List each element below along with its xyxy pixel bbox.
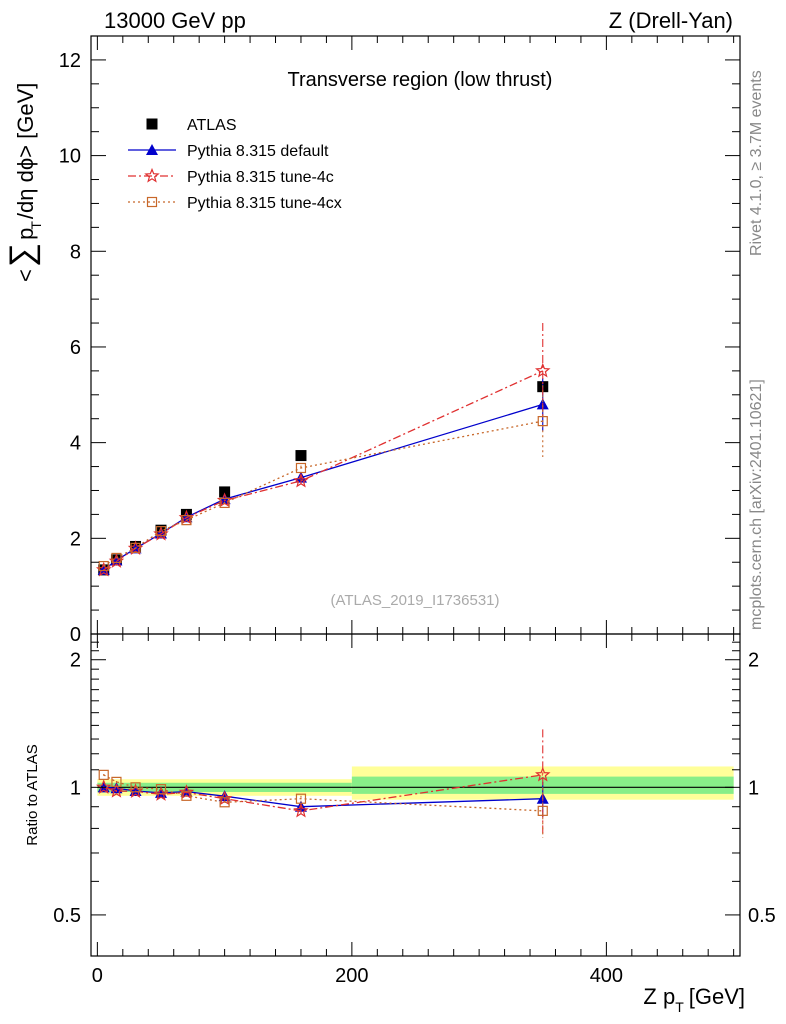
top-y-axis-label: <∑pT/dη dϕ> [GeV] [3, 83, 44, 282]
ratio-plot-frame [90, 633, 741, 957]
top-y-tick-label: 10 [59, 146, 81, 168]
top-point-tune4cx [130, 542, 141, 553]
legend: ATLAS Pythia 8.315 default Pythia 8.315 tu… [128, 117, 342, 212]
top-line-default [103, 403, 543, 571]
ratio-point-tune4cx [155, 784, 167, 795]
legend-marker-data [146, 118, 158, 130]
legend-item-tune4cx: Pythia 8.315 tune-4cx [128, 195, 342, 212]
top-y-tick-label: 0 [70, 624, 81, 646]
top-y-tick-label: 12 [59, 50, 81, 72]
ratio-y-axis-label: Ratio to ATLAS [24, 744, 41, 845]
top-point-data [295, 450, 307, 462]
x-tick-label: 200 [335, 965, 368, 987]
ratio-point-tune4c [95, 779, 112, 794]
ratio-plot-panel: 0.5 0.5 1 1 2 2 0 200 400 Ratio to ATLAS [24, 633, 776, 987]
top-line-tune4c [103, 370, 544, 571]
ratio-point-tune4cx [111, 776, 122, 787]
top-line-tune4cx [103, 420, 543, 567]
mcplots-credit-label: mcplots.cern.ch [arXiv:2401.10621] [748, 379, 765, 630]
top-y-tick-label: 2 [70, 528, 81, 550]
ratio-point-tune4cx [295, 793, 307, 804]
top-point-tune4c [534, 362, 551, 378]
ratio-y-tick-label: 1 [70, 777, 81, 799]
ratio-point-tune4cx [98, 769, 109, 780]
svg-text:<∑pT/dη dϕ> [GeV]: <∑pT/dη dϕ> [GeV] [3, 83, 44, 282]
ratio-series-tune4cx [98, 769, 548, 838]
top-point-tune4cx [537, 416, 548, 427]
x-tick-label: 0 [92, 965, 103, 987]
rivet-version-label: Rivet 4.1.0, ≥ 3.7M events [748, 70, 765, 256]
top-point-data [219, 486, 231, 498]
ratio-point-tune4cx [537, 805, 548, 816]
legend-marker-default [146, 144, 158, 155]
legend-label-default: Pythia 8.315 default [187, 143, 329, 160]
top-y-tick-label: 4 [70, 433, 81, 455]
legend-marker-tune4c [144, 167, 160, 183]
legend-label-data: ATLAS [187, 117, 237, 134]
top-point-tune4cx [295, 462, 307, 474]
header-left-label: 13000 GeV pp [104, 8, 246, 33]
legend-item-tune4c: Pythia 8.315 tune-4c [128, 167, 334, 186]
legend-item-default: Pythia 8.315 default [128, 143, 329, 160]
ratio-point-tune4c [293, 802, 309, 818]
legend-item-data: ATLAS [146, 117, 237, 134]
top-series-default [97, 378, 549, 575]
top-series-data [98, 381, 549, 576]
top-point-tune4c [293, 472, 309, 488]
legend-marker-tune4cx [146, 196, 158, 208]
ratio-y-tick-label: 0.5 [53, 905, 81, 927]
ratio-point-tune4c [534, 766, 551, 782]
main-plot-panel: 0 2 4 6 8 10 12 Transverse region (low thrust)… [59, 35, 741, 646]
top-series-tune4cx [98, 385, 548, 572]
x-tick-label: 400 [590, 965, 623, 987]
analysis-watermark: (ATLAS_2019_I1736531) [330, 592, 499, 609]
top-y-tick-label: 6 [70, 337, 81, 359]
legend-label-tune4cx: Pythia 8.315 tune-4cx [187, 195, 342, 212]
ratio-y-tick-label: 2 [70, 650, 81, 672]
plot-title: Transverse region (low thrust) [288, 69, 553, 91]
ratio-point-tune4cx [219, 797, 230, 808]
ratio-point-tune4cx [130, 782, 141, 793]
x-axis-label: Z pT [GeV] [643, 984, 745, 1015]
ratio-y-tick-label-right: 2 [748, 650, 759, 672]
top-point-tune4cx [219, 497, 230, 509]
header-right-label: Z (Drell-Yan) [609, 8, 733, 33]
top-point-tune4cx [98, 560, 109, 572]
legend-label-tune4c: Pythia 8.315 tune-4c [187, 169, 334, 186]
ratio-y-tick-label-right: 1 [748, 777, 759, 799]
ratio-point-tune4c [108, 782, 125, 798]
ratio-y-tick-label-right: 0.5 [748, 905, 776, 927]
top-point-tune4cx [111, 552, 122, 564]
top-point-tune4cx [155, 526, 167, 537]
svg-text:Z pT[GeV]: Z pT [GeV] [643, 984, 745, 1015]
top-point-tune4cx [181, 515, 192, 526]
ratio-point-tune4cx [181, 790, 192, 801]
top-y-tick-label: 8 [70, 241, 81, 263]
